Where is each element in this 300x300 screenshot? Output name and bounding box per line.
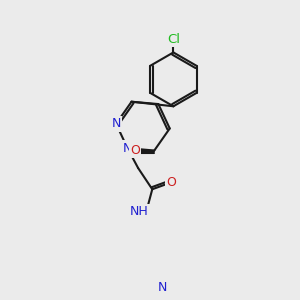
Text: N: N	[111, 117, 121, 130]
Text: NH: NH	[130, 206, 149, 218]
Text: O: O	[130, 144, 140, 157]
Text: N: N	[123, 142, 132, 155]
Text: Cl: Cl	[167, 33, 180, 46]
Text: O: O	[167, 176, 176, 189]
Text: N: N	[158, 280, 168, 293]
